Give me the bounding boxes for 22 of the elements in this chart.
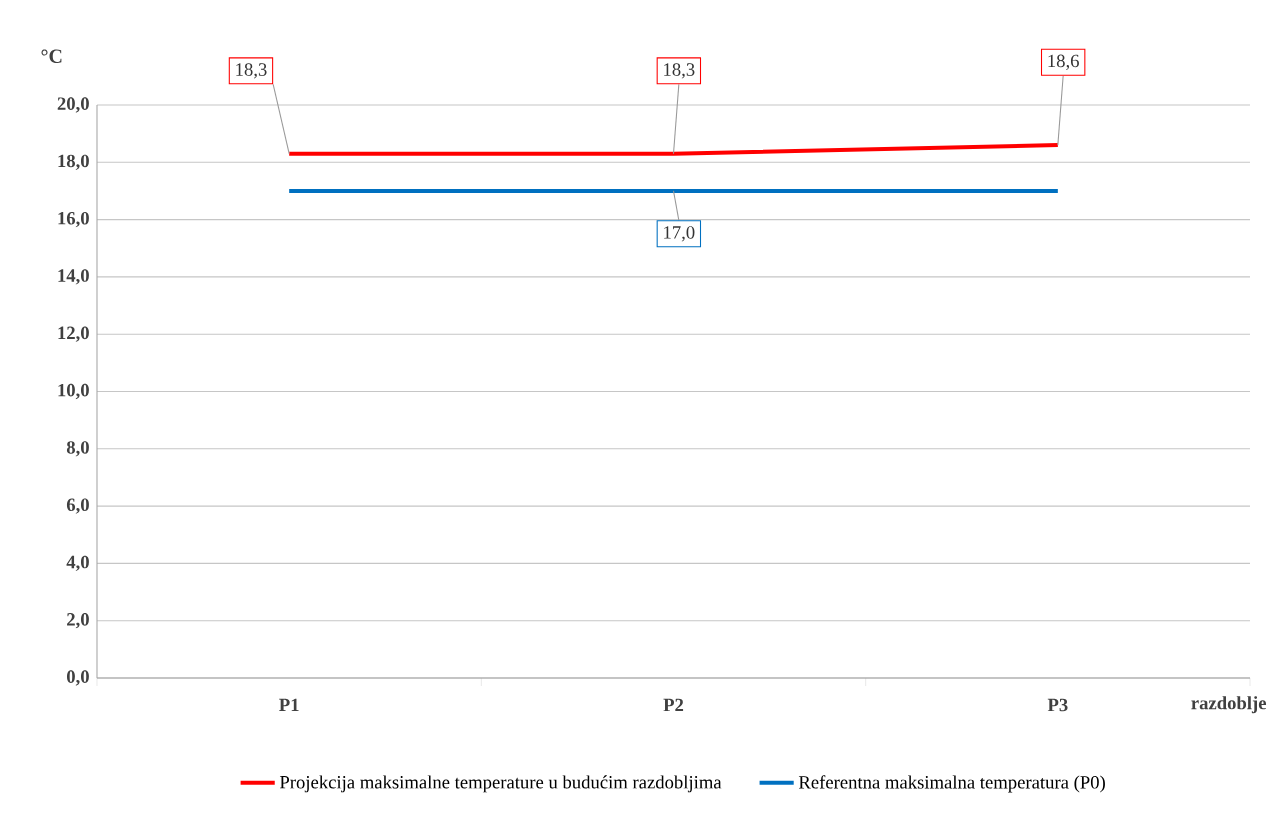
y-axis-title: °C <box>41 49 62 63</box>
y-tick-label: 4,0 <box>66 555 89 572</box>
data-label: 18,3 <box>236 63 267 79</box>
data-label: 17,0 <box>664 226 695 242</box>
y-tick-label: 10,0 <box>58 383 89 400</box>
data-label: 18,6 <box>1048 54 1079 70</box>
y-tick-label: 8,0 <box>66 441 89 457</box>
y-tick-label: 12,0 <box>58 326 89 342</box>
y-tick-label: 6,0 <box>66 498 89 514</box>
y-tick-label: 18,0 <box>58 154 89 170</box>
y-tick-label: 14,0 <box>58 269 89 285</box>
x-tick-label: P1 <box>279 698 299 712</box>
legend-label: Referentna maksimalna temperatura (P0) <box>798 775 1105 793</box>
y-tick-label: 0,0 <box>67 670 89 686</box>
y-tick-label: 2,0 <box>67 613 89 629</box>
y-tick-label: 16,0 <box>58 211 89 228</box>
legend-label: Projekcija maksimalne temperature u budućim razdobljima <box>279 775 722 793</box>
data-label: 18,3 <box>664 63 695 79</box>
x-tick-label: P3 <box>1047 698 1068 712</box>
x-tick-label: P2 <box>663 698 684 712</box>
x-axis-title: razdoblje <box>1191 696 1267 714</box>
y-tick-label: 20,0 <box>57 97 89 113</box>
